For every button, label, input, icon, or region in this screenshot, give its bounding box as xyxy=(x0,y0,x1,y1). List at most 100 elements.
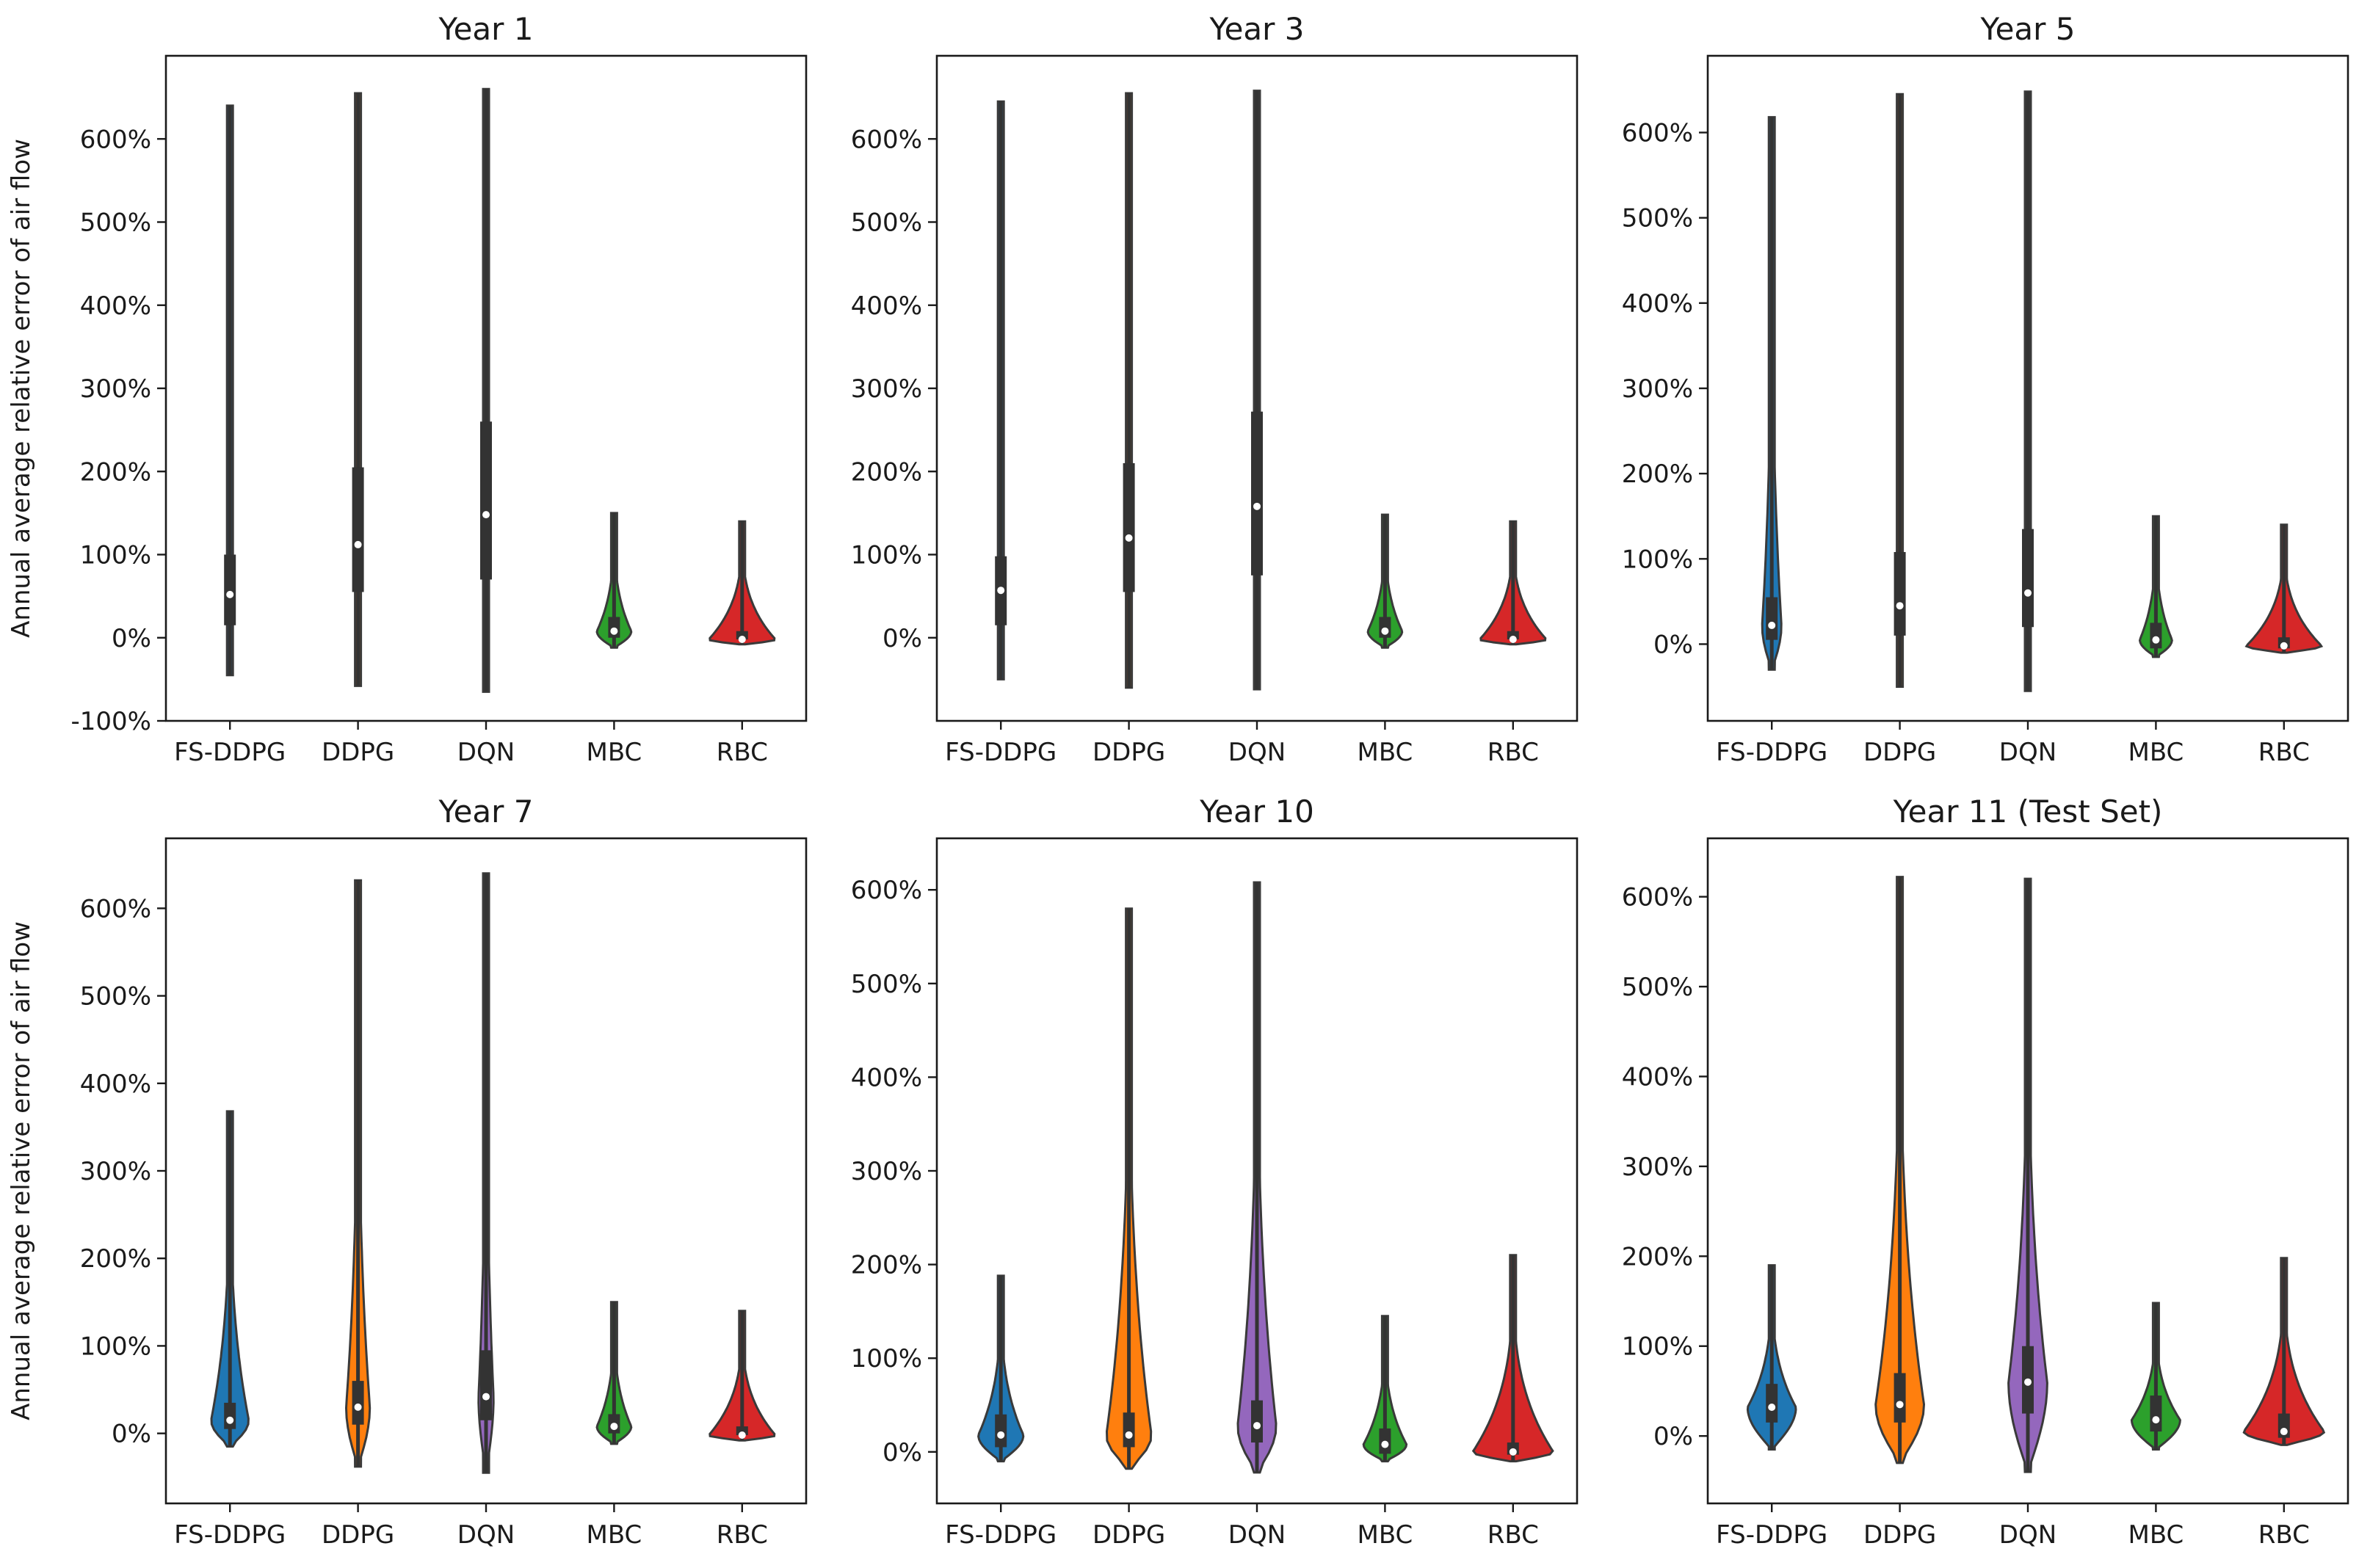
y-tick-label: 200% xyxy=(1622,460,1693,489)
y-axis-label: Annual average relative error of air flo… xyxy=(7,921,36,1420)
y-tick-label: 500% xyxy=(1622,204,1693,233)
violin-median-dot xyxy=(226,1416,234,1424)
y-tick-label: 100% xyxy=(80,1332,151,1361)
violin-median-dot xyxy=(997,587,1005,595)
y-tick-label: 100% xyxy=(80,541,151,570)
panel-year-10: Year 10 0% 100% 200% 300% 400% 500% 600% FS-DDP… xyxy=(851,794,1579,1550)
y-axis-label: Annual average relative error of air flo… xyxy=(7,139,36,638)
violin-median-dot xyxy=(1381,627,1389,635)
x-tick-label: DDPG xyxy=(1863,1520,1936,1550)
violin-median-dot xyxy=(354,1403,362,1411)
x-tick-label: FS-DDPG xyxy=(945,738,1057,767)
panel-title: Year 1 xyxy=(438,11,534,47)
y-tick-label: 400% xyxy=(1622,1062,1693,1092)
panel-year-1: Year 1 -100% 0% 100% 200% 300% 400% 500% 600% An… xyxy=(7,11,808,767)
x-tick-label: DDPG xyxy=(322,738,394,767)
x-tick-label: DQN xyxy=(457,1520,515,1550)
y-tick-label: 100% xyxy=(851,1344,922,1373)
x-tick-label: MBC xyxy=(2128,738,2184,767)
violin-median-dot xyxy=(738,1431,746,1440)
x-tick-label: FS-DDPG xyxy=(1716,738,1827,767)
y-tick-label: 600% xyxy=(1622,883,1693,912)
y-tick-label: 0% xyxy=(883,624,922,653)
y-tick-label: 200% xyxy=(1622,1242,1693,1271)
y-tick-label: 500% xyxy=(851,970,922,999)
panel-year-3: Year 3 0% 100% 200% 300% 400% 500% 600% FS-DDPG… xyxy=(851,11,1579,767)
x-tick-label: DQN xyxy=(1228,1520,1286,1550)
violin-iqr-box xyxy=(480,421,492,580)
y-tick-label: 400% xyxy=(80,1070,151,1099)
violin-iqr-box xyxy=(995,1414,1007,1448)
y-tick-label: 200% xyxy=(80,1244,151,1274)
violin-median-dot xyxy=(482,511,490,519)
x-tick-label: DDPG xyxy=(1092,1520,1165,1550)
panel-title: Year 5 xyxy=(1980,11,2076,47)
violin-iqr-box xyxy=(1123,462,1135,592)
x-tick-label: RBC xyxy=(2258,738,2310,767)
violin-median-dot xyxy=(1253,502,1261,510)
x-tick-label: MBC xyxy=(586,1520,642,1550)
y-tick-label: 400% xyxy=(851,291,922,321)
y-tick-label: 600% xyxy=(1622,119,1693,148)
y-tick-label: 400% xyxy=(1622,289,1693,319)
y-tick-label: 200% xyxy=(851,457,922,487)
y-tick-label: 600% xyxy=(80,125,151,154)
x-tick-label: DQN xyxy=(1999,738,2056,767)
y-tick-label: 200% xyxy=(851,1251,922,1280)
x-tick-label: FS-DDPG xyxy=(174,1520,286,1550)
y-tick-label: 100% xyxy=(1622,545,1693,574)
violin-median-dot xyxy=(226,590,234,598)
panel-title: Year 11 (Test Set) xyxy=(1893,794,2163,830)
violin-iqr-box xyxy=(352,1381,364,1425)
panel-year-7: Year 7 0% 100% 200% 300% 400% 500% 600% Annual … xyxy=(7,794,808,1550)
violin-iqr-box xyxy=(2022,529,2034,628)
violin-median-dot xyxy=(1125,534,1133,542)
violin-iqr-box xyxy=(1507,631,1519,640)
violin-median-dot xyxy=(2024,1378,2032,1386)
violin-iqr-box xyxy=(1766,597,1778,640)
violin-iqr-box xyxy=(1766,1384,1778,1423)
y-tick-label: 0% xyxy=(1653,1422,1693,1451)
x-tick-label: FS-DDPG xyxy=(945,1520,1057,1550)
panel-year-5: Year 5 0% 100% 200% 300% 400% 500% 600% FS-DDPG… xyxy=(1622,11,2349,767)
y-tick-label: 200% xyxy=(80,457,151,487)
x-tick-label: FS-DDPG xyxy=(1716,1520,1827,1550)
x-tick-label: DQN xyxy=(457,738,515,767)
violin-median-dot xyxy=(738,636,746,644)
violin-median-dot xyxy=(1509,636,1517,644)
violin-median-dot xyxy=(1768,1403,1776,1411)
y-tick-label: 300% xyxy=(851,1157,922,1186)
x-tick-label: RBC xyxy=(1487,1520,1539,1550)
x-tick-label: MBC xyxy=(1357,1520,1413,1550)
y-tick-label: 500% xyxy=(1622,973,1693,1002)
y-tick-label: 0% xyxy=(112,1420,151,1449)
panel-year-11-test-set: Year 11 (Test Set) 0% 100% 200% 300% 400% 500… xyxy=(1622,794,2349,1550)
violin-iqr-box xyxy=(2150,623,2162,649)
x-tick-label: DDPG xyxy=(1863,738,1936,767)
violin-median-dot xyxy=(2152,636,2160,644)
violin-iqr-box xyxy=(1251,1400,1263,1443)
y-tick-label: 500% xyxy=(80,208,151,238)
y-tick-label: 400% xyxy=(80,291,151,321)
panel-title: Year 10 xyxy=(1199,794,1314,830)
violin-median-dot xyxy=(2024,589,2032,597)
x-tick-label: DQN xyxy=(1228,738,1286,767)
violin-median-dot xyxy=(610,1423,618,1431)
y-tick-label: 500% xyxy=(80,982,151,1012)
y-tick-label: 500% xyxy=(851,208,922,238)
y-tick-label: 300% xyxy=(1622,374,1693,404)
violin-iqr-box xyxy=(736,631,748,640)
violin-iqr-box xyxy=(224,554,236,625)
violin-median-dot xyxy=(997,1431,1005,1439)
violin-median-dot xyxy=(2280,642,2288,650)
y-tick-label: 0% xyxy=(1653,630,1693,659)
violin-iqr-box xyxy=(736,1426,748,1436)
violin-iqr-box xyxy=(352,467,364,592)
violin-median-dot xyxy=(2280,1428,2288,1436)
violin-median-dot xyxy=(1896,1401,1904,1409)
violin-median-dot xyxy=(1509,1448,1517,1456)
y-tick-label: 400% xyxy=(851,1063,922,1092)
violin-median-dot xyxy=(482,1393,490,1401)
violin-median-dot xyxy=(1768,621,1776,629)
